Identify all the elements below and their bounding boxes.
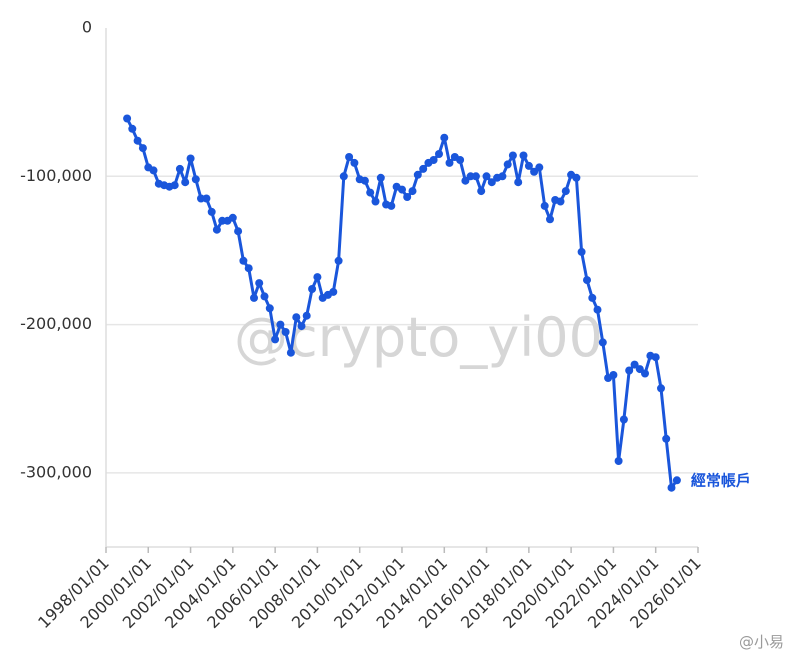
data-point bbox=[376, 173, 385, 182]
data-point bbox=[302, 311, 311, 320]
y-axis-ticks: 0 -100,000 -200,000 -300,000 bbox=[20, 18, 92, 482]
data-point bbox=[313, 273, 322, 282]
data-point bbox=[662, 434, 671, 443]
data-point bbox=[667, 483, 676, 492]
data-point bbox=[514, 178, 523, 187]
data-point bbox=[614, 457, 623, 465]
data-point bbox=[123, 114, 132, 123]
data-point bbox=[429, 156, 438, 164]
data-point bbox=[609, 371, 618, 379]
data-point bbox=[191, 175, 200, 184]
data-point bbox=[435, 150, 443, 158]
data-point bbox=[170, 181, 179, 190]
data-point bbox=[556, 197, 565, 206]
data-point bbox=[207, 207, 216, 216]
data-point bbox=[276, 320, 285, 329]
data-point bbox=[250, 293, 258, 302]
data-point bbox=[583, 276, 591, 285]
data-point bbox=[128, 124, 137, 133]
axes bbox=[105, 28, 698, 548]
series-line bbox=[125, 117, 679, 490]
data-point bbox=[641, 369, 649, 378]
data-point bbox=[471, 172, 480, 181]
data-point bbox=[588, 293, 597, 302]
y-tick-label: 0 bbox=[82, 18, 92, 37]
data-point bbox=[360, 176, 369, 185]
data-point bbox=[181, 178, 190, 187]
data-point bbox=[672, 476, 681, 485]
data-point bbox=[657, 384, 665, 393]
data-point bbox=[530, 167, 539, 176]
data-point bbox=[630, 360, 639, 369]
data-point bbox=[577, 247, 586, 256]
data-point bbox=[572, 173, 581, 182]
data-point bbox=[413, 170, 422, 179]
data-point bbox=[350, 158, 359, 167]
data-point bbox=[503, 160, 512, 169]
data-point bbox=[445, 158, 454, 167]
data-point bbox=[138, 144, 147, 153]
data-point bbox=[487, 178, 496, 187]
data-point bbox=[255, 279, 264, 288]
data-point bbox=[371, 197, 380, 206]
y-tick-label: -300,000 bbox=[20, 462, 92, 481]
data-point bbox=[286, 348, 295, 357]
data-point bbox=[234, 227, 243, 236]
data-point bbox=[419, 164, 428, 173]
series-label: 經常帳戶 bbox=[691, 471, 751, 489]
data-point bbox=[271, 335, 280, 344]
data-point bbox=[619, 415, 628, 424]
data-point bbox=[345, 153, 354, 161]
data-point bbox=[334, 256, 343, 265]
data-point bbox=[540, 201, 549, 210]
data-point bbox=[387, 201, 396, 210]
data-point bbox=[175, 164, 184, 173]
data-point bbox=[297, 322, 306, 331]
y-tick-label: -100,000 bbox=[20, 166, 92, 185]
data-point bbox=[292, 313, 301, 322]
data-point bbox=[461, 176, 470, 185]
data-point bbox=[477, 187, 486, 196]
data-point bbox=[535, 163, 544, 172]
data-point bbox=[440, 133, 449, 142]
data-point bbox=[598, 338, 607, 347]
data-point bbox=[149, 166, 158, 175]
data-point bbox=[456, 156, 465, 164]
data-point bbox=[635, 365, 644, 374]
data-point bbox=[482, 172, 491, 181]
data-point bbox=[546, 215, 554, 224]
data-point bbox=[329, 287, 338, 296]
data-point bbox=[239, 256, 248, 265]
data-point bbox=[561, 187, 570, 196]
data-point bbox=[212, 225, 221, 234]
data-point bbox=[244, 264, 253, 273]
data-point bbox=[625, 366, 634, 375]
data-point bbox=[593, 305, 602, 314]
data-point bbox=[308, 285, 317, 293]
data-point bbox=[398, 185, 406, 194]
series-layer: 經常帳戶 bbox=[123, 114, 751, 492]
data-point bbox=[281, 328, 290, 336]
data-point bbox=[265, 304, 274, 313]
watermark: @crypto_yi00 bbox=[234, 306, 603, 369]
x-axis-ticks: 1998/01/012000/01/012002/01/012004/01/01… bbox=[34, 547, 705, 632]
data-point bbox=[202, 194, 211, 203]
data-point bbox=[228, 213, 237, 222]
data-point bbox=[508, 151, 517, 160]
data-point bbox=[498, 172, 507, 181]
data-point bbox=[133, 136, 142, 145]
data-point bbox=[260, 292, 269, 301]
data-point bbox=[524, 161, 533, 170]
data-point bbox=[186, 154, 195, 163]
data-point bbox=[651, 353, 660, 362]
data-point bbox=[339, 172, 348, 181]
y-tick-label: -200,000 bbox=[20, 314, 92, 333]
data-point bbox=[366, 188, 375, 197]
data-point bbox=[408, 187, 417, 196]
data-point bbox=[519, 151, 528, 160]
data-point bbox=[403, 193, 412, 201]
footer-watermark: @小易 bbox=[738, 633, 784, 651]
